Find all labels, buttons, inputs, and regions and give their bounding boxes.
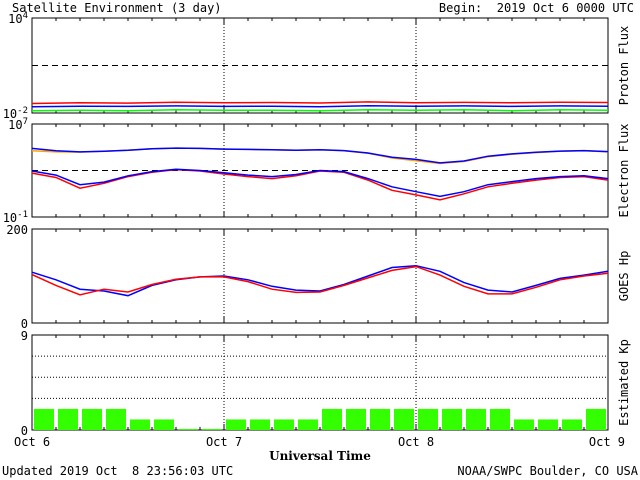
chart-title: Satellite Environment (3 day)	[12, 1, 222, 15]
kp-bar	[586, 408, 606, 430]
kp-bar	[514, 419, 534, 430]
kp-bar	[82, 408, 102, 430]
x-tick-label: Oct 6	[14, 435, 50, 449]
kp-bar	[34, 408, 54, 430]
kp-bar	[274, 419, 294, 430]
series-line-3	[31, 168, 609, 201]
series-line-1	[31, 264, 609, 297]
y-tick-label: 104	[8, 11, 28, 26]
kp-bar	[58, 408, 78, 430]
y-axis-title: Electron Flux	[617, 124, 631, 218]
kp-bar	[442, 408, 462, 430]
begin-time: Begin: 2019 Oct 6 0000 UTC	[438, 1, 634, 15]
kp-bar	[562, 419, 582, 430]
kp-bar	[394, 408, 414, 430]
kp-bar	[466, 408, 486, 430]
kp-bar	[130, 419, 150, 430]
kp-bar	[538, 419, 558, 430]
kp-bar	[346, 408, 366, 430]
y-tick-label: 0	[21, 317, 28, 331]
panel-frame	[31, 228, 609, 324]
x-tick-label: Oct 9	[589, 435, 625, 449]
kp-bar	[226, 419, 246, 430]
kp-bar	[106, 408, 126, 430]
series-line-3	[31, 109, 609, 112]
series-line-2	[31, 265, 609, 296]
panel-3: GOES Hp	[31, 228, 631, 324]
x-axis-title: Universal Time	[269, 449, 371, 463]
y-tick-label: 10-2	[3, 106, 28, 121]
x-tick-label: Oct 8	[398, 435, 434, 449]
panel-frame	[31, 17, 609, 114]
kp-bar	[202, 428, 222, 430]
kp-bar	[490, 408, 510, 430]
y-tick-label: 0	[21, 424, 28, 438]
y-tick-label: 200	[6, 223, 28, 237]
kp-bar	[418, 408, 438, 430]
panel-2: Electron Flux	[31, 123, 631, 218]
y-tick-label: 9	[21, 329, 28, 343]
y-axis-title: GOES Hp	[617, 251, 631, 302]
credit-text: NOAA/SWPC Boulder, CO USA	[457, 464, 638, 478]
series-line-4	[31, 168, 609, 198]
y-tick-label: 107	[8, 117, 28, 132]
kp-bar	[322, 408, 342, 430]
y-axis-title: Estimated Kp	[617, 339, 631, 426]
panel-4: Estimated Kp	[31, 334, 631, 431]
kp-bar	[298, 419, 318, 430]
kp-bar	[370, 408, 390, 430]
series-line-2	[31, 104, 609, 108]
y-axis-title: Proton Flux	[617, 26, 631, 105]
kp-bar	[178, 428, 198, 430]
kp-bar	[154, 419, 174, 430]
kp-bar	[250, 419, 270, 430]
panel-1: Proton Flux	[31, 17, 631, 114]
series-line-2	[31, 147, 609, 164]
updated-time: Updated 2019 Oct 8 23:56:03 UTC	[2, 464, 234, 478]
series-line-1	[31, 101, 609, 105]
y-tick-label: 10-1	[3, 210, 28, 225]
x-tick-label: Oct 7	[206, 435, 242, 449]
